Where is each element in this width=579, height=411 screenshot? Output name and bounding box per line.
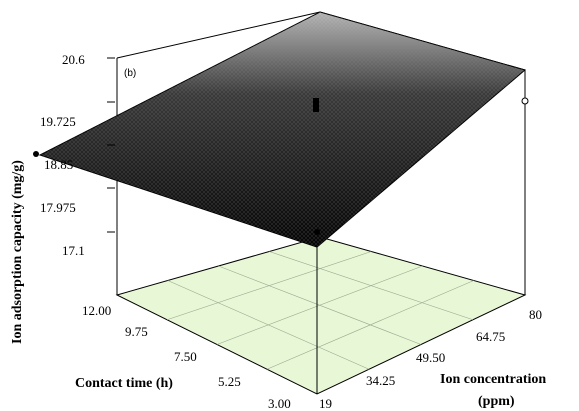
y-tick-label: 7.50 — [174, 349, 197, 364]
y-tick-label: 9.75 — [125, 324, 148, 339]
y-axis-label: Contact time (h) — [75, 376, 173, 391]
x-tick-label: 19 — [319, 396, 332, 411]
z-tick-label: 20.6 — [62, 52, 85, 67]
z-tick-label: 18.85 — [44, 157, 73, 172]
y-tick-label: 5.25 — [218, 374, 241, 389]
x-axis-label-line2: (ppm) — [478, 394, 515, 409]
floor-grid — [166, 251, 474, 370]
x-axis-label-line1: Ion concentration — [440, 372, 546, 387]
z-tick-label: 19.725 — [40, 114, 76, 129]
design-point-right — [521, 97, 529, 105]
x-axis-ticks: 19 34.25 49.50 64.75 80 — [319, 307, 542, 411]
z-tick-label: 17.1 — [62, 243, 85, 258]
x-tick-label: 64.75 — [476, 329, 505, 344]
design-points — [33, 97, 529, 235]
y-tick-label: 3.00 — [268, 396, 291, 411]
x-tick-label: 34.25 — [366, 373, 395, 388]
design-point-front — [314, 229, 320, 235]
y-tick-label: 12.00 — [82, 303, 111, 318]
panel-label: (b) — [124, 68, 136, 79]
z-tick-label: 17.975 — [40, 200, 76, 215]
floor-plane — [115, 236, 527, 395]
z-axis-label: Ion adsorption capacity (mg/g) — [10, 160, 25, 344]
x-tick-label: 80 — [529, 307, 542, 322]
design-point-center — [313, 98, 319, 112]
x-tick-label: 49.50 — [416, 350, 445, 365]
floor-grid-line — [269, 251, 474, 321]
box-edge-top-left — [116, 11, 321, 59]
floor-grid-line — [166, 251, 372, 321]
design-point-left — [33, 151, 39, 157]
floor-grid-line — [218, 265, 422, 345]
response-surface-mesh — [40, 12, 525, 247]
y-axis-ticks: 3.00 5.25 7.50 9.75 12.00 — [82, 303, 291, 411]
z-axis-ticks: 17.1 17.975 18.85 19.725 20.6 — [40, 52, 115, 258]
